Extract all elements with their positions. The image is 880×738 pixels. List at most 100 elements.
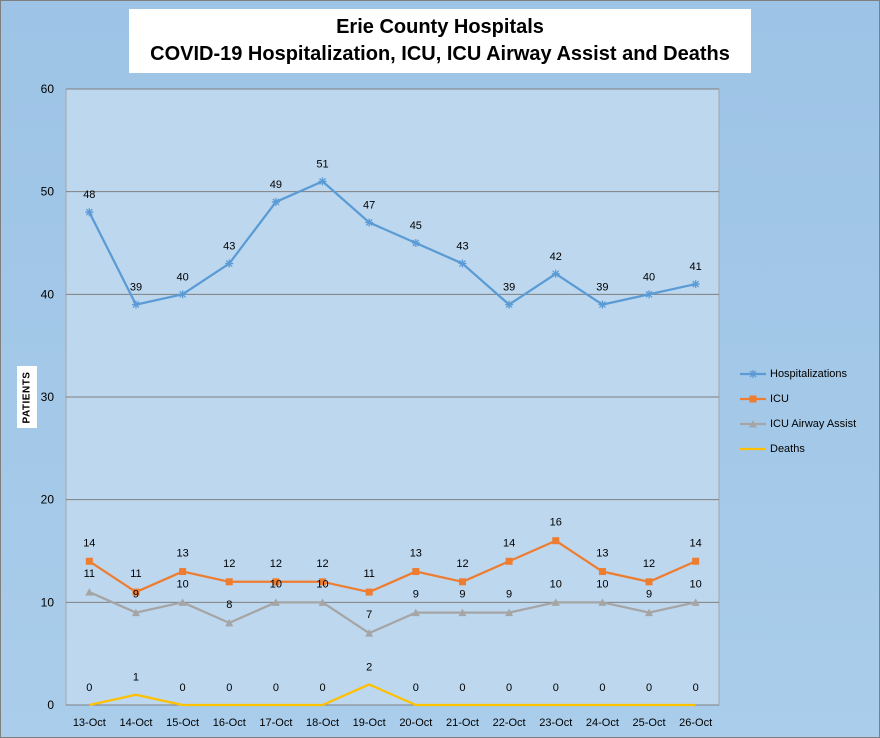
- icu-data-label: 14: [690, 537, 702, 549]
- icu-point: [645, 578, 653, 586]
- icu-point: [365, 588, 373, 596]
- legend-swatch-deaths: [740, 447, 766, 450]
- icu-airway-assist-data-label: 9: [506, 589, 512, 601]
- x-tick-label: 14-Oct: [119, 717, 152, 729]
- y-tick-label: 20: [41, 493, 55, 507]
- legend-marker-icu: [749, 395, 757, 402]
- legend-label-hospitalizations: Hospitalizations: [770, 367, 848, 380]
- hospitalizations-data-label: 39: [130, 282, 142, 294]
- legend-marker-icu-airway-assist: [749, 419, 757, 427]
- icu-airway-assist-data-label: 9: [459, 589, 465, 601]
- deaths-data-label: 0: [646, 682, 652, 694]
- icu-airway-assist-point: [551, 598, 560, 606]
- deaths-data-label: 0: [506, 682, 512, 694]
- icu-point: [272, 578, 280, 586]
- icu-airway-assist-point: [505, 608, 514, 617]
- legend-swatch-icu: [740, 395, 766, 402]
- icu-point: [692, 557, 700, 565]
- chart-title-line-1: Erie County Hospitals: [336, 16, 544, 38]
- icu-data-label: 12: [643, 558, 655, 570]
- icu-data-label: 12: [456, 558, 468, 570]
- deaths-data-label: 0: [459, 682, 465, 694]
- icu-airway-assist-data-label: 10: [176, 578, 188, 590]
- legend: Hospitalizations ICU ICU Airway Assist Deat…: [739, 361, 879, 461]
- hospitalizations-point: [365, 218, 374, 227]
- hospitalizations-point: [598, 300, 607, 309]
- icu-airway-assist-data-label: 10: [596, 578, 608, 590]
- icu-point: [132, 588, 140, 596]
- icu-point: [179, 568, 187, 576]
- x-tick-label: 21-Oct: [446, 717, 479, 729]
- icu-airway-assist-data-label: 9: [133, 589, 139, 601]
- legend-label-icu: ICU: [770, 392, 789, 405]
- icu-data-label: 14: [83, 537, 95, 549]
- y-tick-label: 30: [41, 390, 55, 404]
- icu-airway-assist-point: [225, 618, 234, 627]
- series-icu-airway-assist: 11 9 10 8 10 10 7 9 9 9 10 10 9 10: [84, 568, 702, 637]
- hospitalizations-data-label: 39: [596, 282, 608, 294]
- x-tick-label: 15-Oct: [166, 717, 199, 729]
- x-tick-label: 26-Oct: [679, 717, 712, 729]
- hospitalizations-data-label: 49: [270, 179, 282, 191]
- y-tick-label: 0: [47, 698, 54, 712]
- y-tick-label: 40: [41, 287, 55, 301]
- icu-data-label: 13: [410, 548, 422, 560]
- series-icu: 14 11 13 12 12 12 11 13 12 14 16 13 12 14: [83, 517, 702, 596]
- icu-data-label: 11: [363, 568, 374, 580]
- x-tick-label: 23-Oct: [539, 717, 572, 729]
- y-axis-label-box: PATIENTS: [17, 366, 37, 428]
- icu-airway-assist-data-label: 9: [646, 589, 652, 601]
- icu-data-label: 11: [130, 568, 141, 580]
- icu-airway-assist-point: [645, 608, 654, 617]
- series-hospitalizations: 48 39 40 43 49 51 47 45 43 39 42 39 40 41: [83, 158, 702, 309]
- x-tick-label: 18-Oct: [306, 717, 339, 729]
- hospitalizations-data-label: 40: [643, 271, 655, 283]
- deaths-data-label: 0: [319, 682, 325, 694]
- icu-airway-assist-point: [365, 629, 374, 637]
- legend-label-deaths: Deaths: [770, 442, 805, 455]
- x-tick-label: 24-Oct: [586, 717, 619, 729]
- icu-airway-assist-point: [458, 608, 467, 617]
- icu-point: [458, 578, 466, 586]
- chart-title: Erie County Hospitals COVID-19 Hospitali…: [129, 9, 751, 73]
- legend-swatch-hospitalizations: [740, 369, 766, 378]
- hospitalizations-point: [131, 300, 140, 309]
- hospitalizations-point: [645, 290, 654, 299]
- icu-point: [598, 568, 606, 576]
- legend-swatch-icu-airway-assist: [740, 419, 766, 427]
- legend-item-deaths: Deaths: [739, 436, 879, 461]
- icu-airway-assist-point: [411, 608, 420, 617]
- icu-airway-assist-point: [691, 598, 700, 606]
- icu-point: [505, 557, 513, 565]
- icu-point: [319, 578, 327, 586]
- deaths-data-label: 0: [693, 682, 699, 694]
- icu-airway-assist-data-label: 8: [226, 599, 232, 611]
- icu-airway-assist-data-label: 10: [550, 578, 562, 590]
- icu-data-label: 12: [316, 558, 328, 570]
- deaths-data-label: 0: [413, 682, 419, 694]
- icu-data-label: 12: [223, 558, 235, 570]
- icu-airway-assist-line: [88, 591, 696, 635]
- deaths-data-label: 0: [273, 682, 279, 694]
- icu-airway-assist-point: [178, 598, 187, 606]
- icu-airway-assist-point: [131, 608, 140, 617]
- icu-data-label: 13: [176, 548, 188, 560]
- hospitalizations-data-label: 39: [503, 282, 515, 294]
- icu-airway-assist-data-label: 11: [84, 568, 95, 580]
- icu-airway-assist-point: [271, 598, 280, 606]
- legend-marker-hospitalizations: [749, 369, 757, 378]
- hospitalizations-data-label: 43: [456, 241, 468, 253]
- icu-airway-assist-point: [85, 588, 94, 596]
- y-axis-label: PATIENTS: [21, 371, 33, 423]
- legend-item-icu-airway-assist: ICU Airway Assist: [739, 411, 879, 436]
- chart-title-line-2: COVID-19 Hospitalization, ICU, ICU Airwa…: [150, 43, 730, 65]
- hospitalizations-point: [458, 259, 467, 268]
- hospitalizations-data-label: 45: [410, 220, 422, 232]
- icu-airway-assist-point: [598, 598, 607, 606]
- icu-airway-assist-data-label: 10: [316, 578, 328, 590]
- deaths-line: [89, 683, 696, 707]
- x-tick-label: 19-Oct: [353, 717, 386, 729]
- hospitalizations-point: [691, 280, 700, 289]
